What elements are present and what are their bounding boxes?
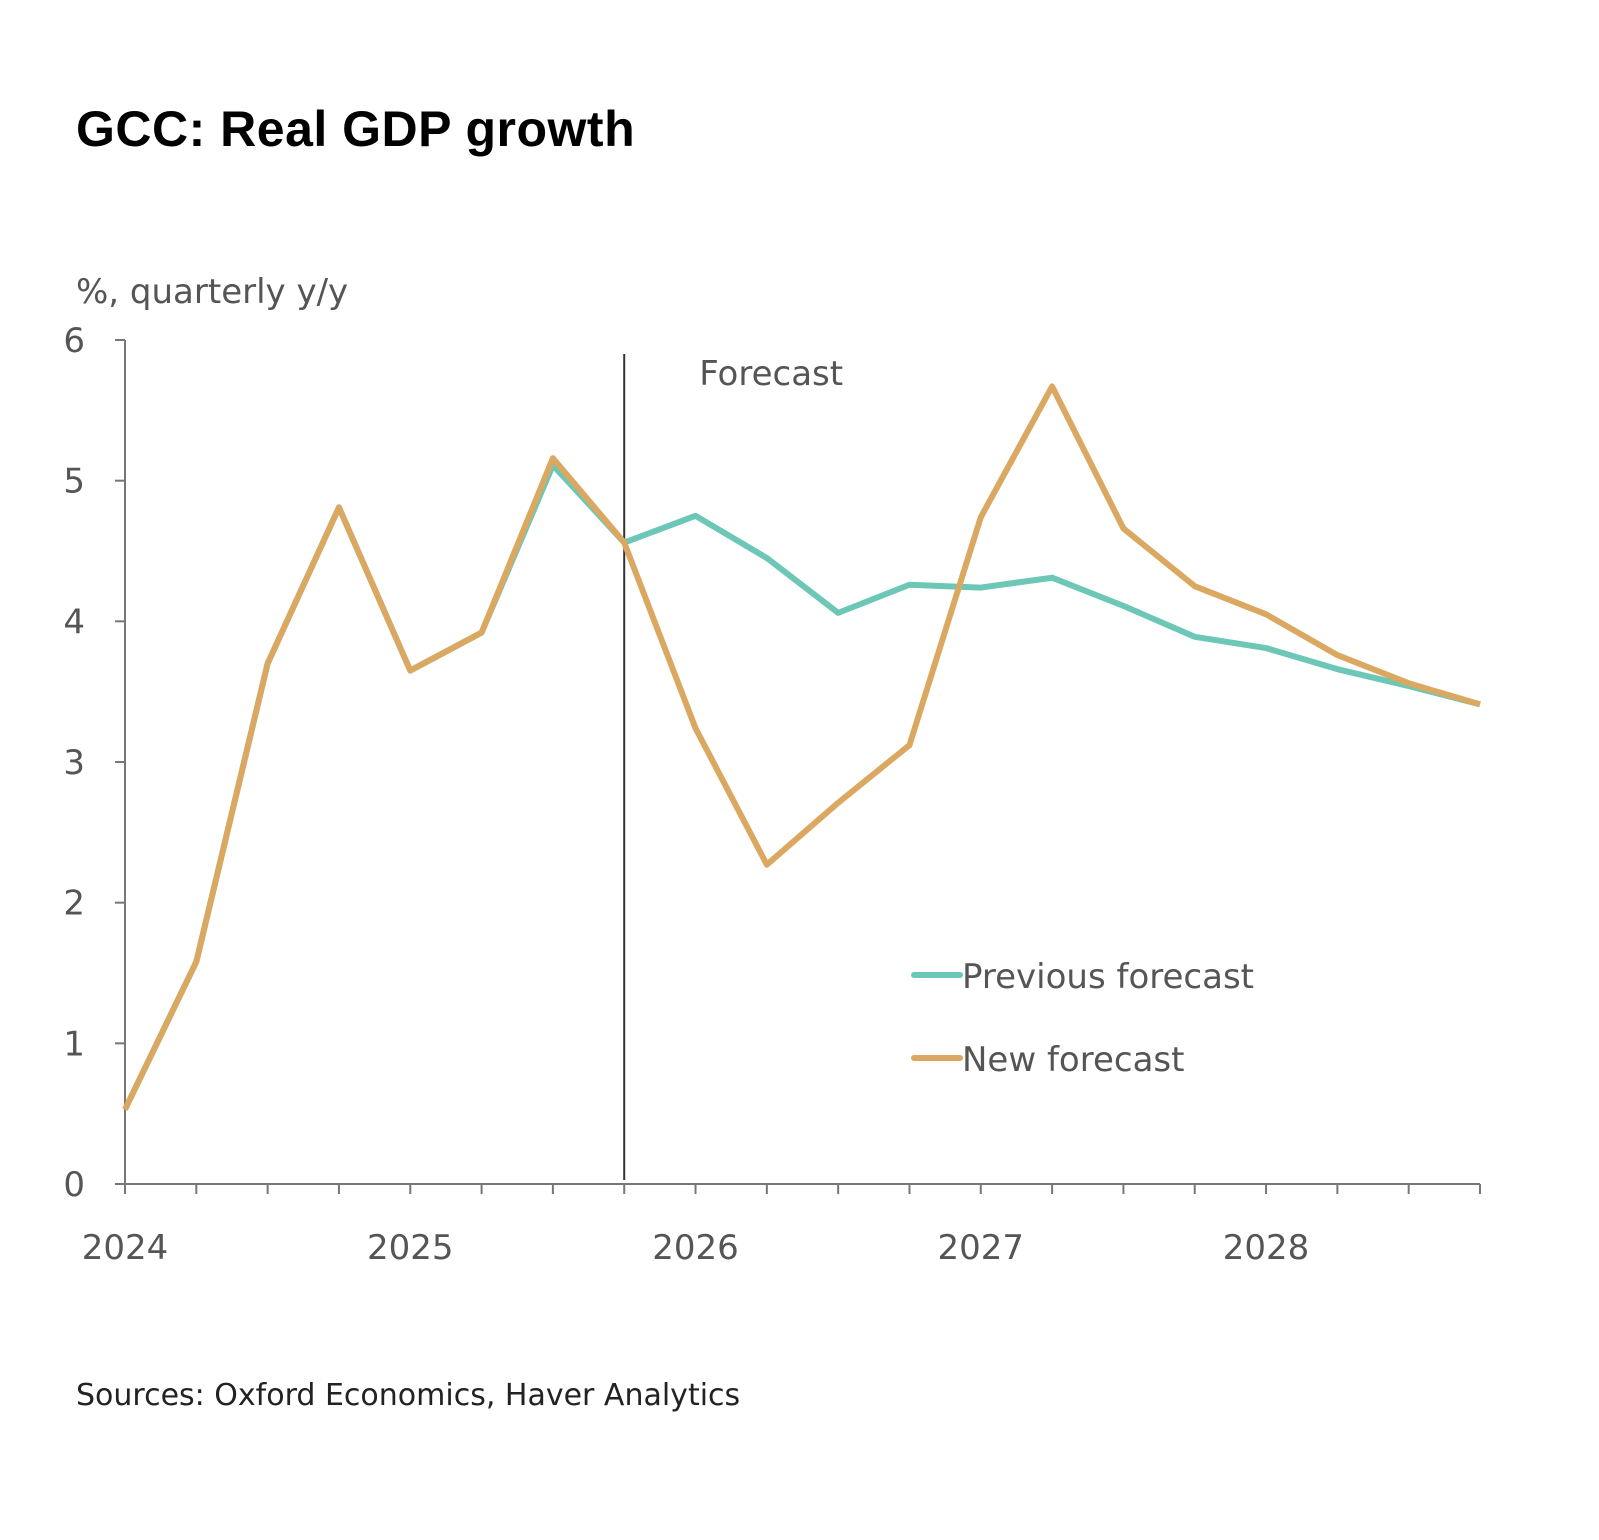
- y-tick-label: 5: [63, 462, 85, 502]
- x-tick-label: 2026: [652, 1228, 739, 1268]
- y-tick-label: 2: [63, 884, 85, 924]
- y-tick-label: 3: [63, 743, 85, 783]
- x-tick-label: 2025: [367, 1228, 454, 1268]
- legend-label: Previous forecast: [962, 957, 1254, 997]
- y-tick-label: 6: [63, 321, 85, 361]
- y-tick-label: 1: [63, 1024, 85, 1064]
- source-note: Sources: Oxford Economics, Haver Analyti…: [76, 1378, 741, 1413]
- series-line-new: [122, 383, 1481, 1111]
- chart-title: GCC: Real GDP growth: [76, 101, 636, 157]
- y-tick-label: 4: [63, 602, 85, 642]
- x-tick-label: 2028: [1223, 1228, 1310, 1268]
- series-line-previous: [122, 462, 1481, 1111]
- x-tick-label: 2024: [82, 1228, 169, 1268]
- legend-label: New forecast: [962, 1040, 1184, 1080]
- y-axis-label: %, quarterly y/y: [76, 272, 349, 312]
- forecast-annotation: Forecast: [699, 354, 843, 394]
- x-tick-label: 2027: [938, 1228, 1025, 1268]
- y-tick-label: 0: [63, 1165, 85, 1205]
